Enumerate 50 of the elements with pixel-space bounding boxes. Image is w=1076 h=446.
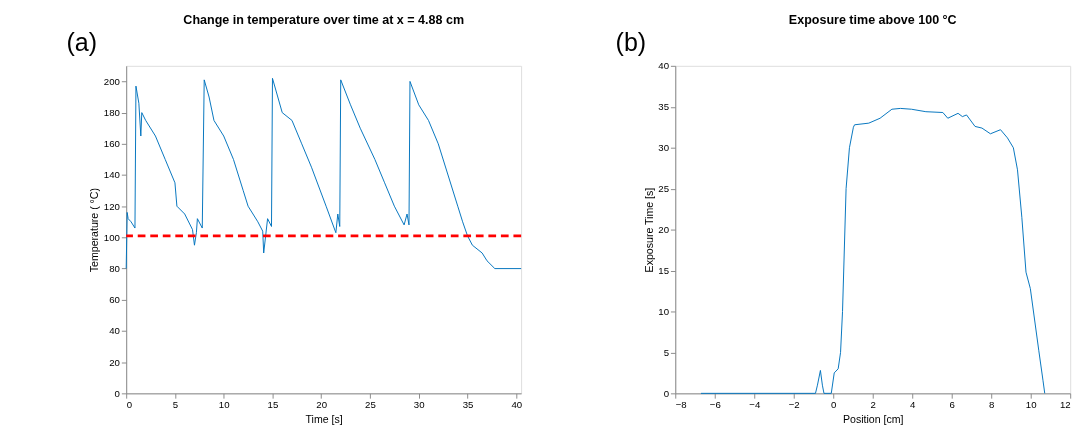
- x-tick-label: −2: [788, 399, 800, 411]
- y-tick-label: 30: [658, 142, 670, 154]
- y-axis-title: Temperature ( °C): [88, 187, 101, 273]
- x-tick-label: −4: [749, 399, 761, 411]
- x-tick-label: 10: [1025, 399, 1037, 411]
- chart-title: Change in temperature over time at x = 4.88 cm: [183, 13, 464, 28]
- y-tick-label: 80: [109, 262, 120, 274]
- x-tick-label: 10: [218, 399, 230, 411]
- x-tick-label: 5: [172, 399, 179, 411]
- y-tick-label: 5: [663, 346, 670, 358]
- y-tick-label: 10: [658, 305, 670, 317]
- y-tick-label: 20: [109, 356, 120, 368]
- x-axis-title: Time [s]: [305, 412, 343, 425]
- x-tick-label: 25: [365, 399, 376, 411]
- y-tick-label: 35: [658, 101, 670, 113]
- y-tick-label: 200: [103, 75, 120, 87]
- x-tick-label: 0: [831, 399, 837, 411]
- text: (a): [66, 28, 98, 57]
- y-tick-label: 180: [103, 107, 120, 118]
- y-tick-label: 25: [658, 183, 670, 195]
- y-tick-label: 160: [103, 138, 120, 150]
- y-axis-title: Exposure Time [s]: [642, 187, 655, 273]
- line-series: [700, 107, 1046, 394]
- y-tick-label: 0: [114, 387, 120, 399]
- x-tick-label: 30: [413, 399, 425, 411]
- x-tick-label: 2: [870, 399, 876, 411]
- x-tick-label: 20: [316, 399, 328, 411]
- x-tick-label: 12: [1059, 399, 1071, 411]
- y-tick-label: 120: [103, 200, 120, 212]
- x-tick-label: 8: [989, 399, 995, 411]
- x-tick-label: 6: [949, 399, 955, 411]
- x-tick-label: 40: [511, 399, 523, 411]
- y-tick-label: 60: [109, 294, 120, 306]
- x-tick-label: −6: [709, 399, 721, 411]
- x-tick-label: 35: [462, 399, 474, 411]
- line-series: [125, 77, 522, 270]
- y-tick-label: 100: [103, 231, 120, 243]
- x-tick-label: 0: [126, 399, 133, 411]
- x-tick-label: 15: [267, 399, 279, 411]
- y-tick-label: 40: [658, 60, 670, 72]
- y-tick-label: 15: [658, 264, 670, 276]
- x-tick-label: 4: [910, 399, 917, 411]
- y-tick-label: 140: [103, 169, 120, 181]
- x-axis-title: Position [cm]: [842, 412, 904, 425]
- y-tick-label: 20: [658, 223, 670, 235]
- chart-title: Exposure time above 100 °C: [788, 13, 957, 28]
- y-tick-label: 40: [109, 325, 120, 337]
- y-tick-label: 0: [663, 387, 670, 399]
- x-tick-label: −8: [675, 399, 687, 411]
- text: (b): [615, 28, 647, 57]
